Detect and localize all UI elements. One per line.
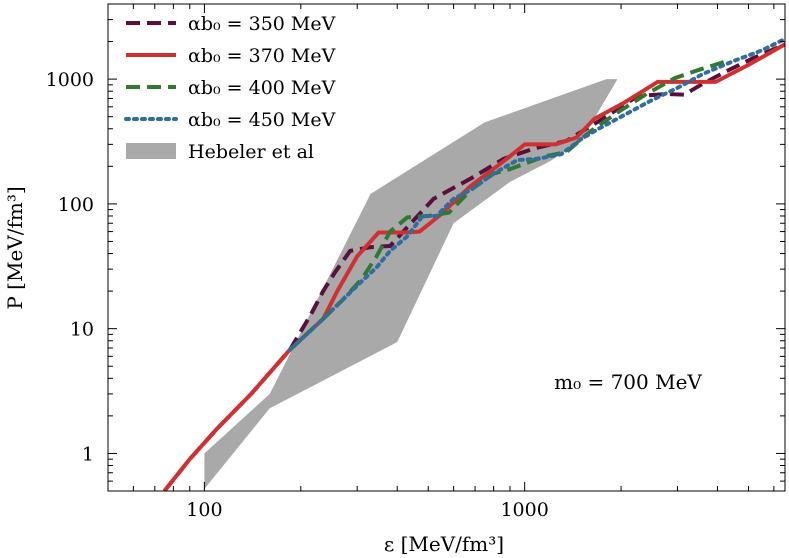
annotation-m0: m₀ = 700 MeV — [554, 370, 702, 394]
y-tick-label: 10 — [70, 319, 94, 341]
tick-layer: 100 1000 1 10 100 1000 — [46, 3, 785, 521]
x-tick-label: 100 — [186, 499, 222, 521]
x-tick-label: 1000 — [500, 499, 548, 521]
y-tick-label: 100 — [58, 194, 94, 216]
y-tick-label: 1 — [82, 443, 94, 465]
band-hebeler — [204, 79, 618, 489]
legend-label: αb₀ = 400 MeV — [188, 77, 336, 99]
legend: αb₀ = 350 MeV αb₀ = 370 MeV αb₀ = 400 MeV α… — [124, 13, 336, 163]
x-axis-label: ε [MeV/fm³] — [384, 532, 504, 556]
y-tick-label: 1000 — [46, 69, 94, 91]
band-layer — [204, 79, 618, 489]
legend-label: Hebeler et al — [188, 141, 314, 163]
series-line-450 — [288, 36, 785, 352]
legend-label: αb₀ = 370 MeV — [188, 45, 336, 67]
y-axis-label: P [MeV/fm³] — [3, 186, 27, 309]
series-layer — [162, 36, 785, 491]
legend-label: αb₀ = 350 MeV — [188, 13, 336, 35]
legend-swatch-hebeler — [126, 143, 176, 159]
plot-frame — [107, 3, 786, 492]
legend-label: αb₀ = 450 MeV — [188, 109, 336, 131]
series-line-370 — [162, 42, 785, 491]
